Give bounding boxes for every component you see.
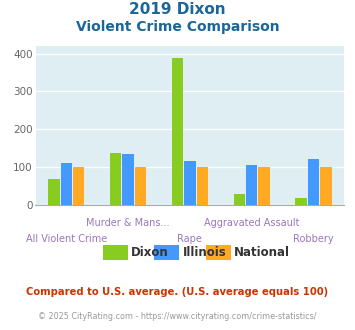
Bar [258,167,270,205]
Text: © 2025 CityRating.com - https://www.cityrating.com/crime-statistics/: © 2025 CityRating.com - https://www.city… [38,312,317,321]
Text: Violent Crime Comparison: Violent Crime Comparison [76,20,279,34]
Bar [320,167,332,205]
Text: Rape: Rape [178,234,202,244]
Bar [172,57,183,205]
Text: Compared to U.S. average. (U.S. average equals 100): Compared to U.S. average. (U.S. average … [26,287,329,297]
Bar [246,165,257,205]
Bar [295,198,307,205]
Bar [73,167,84,205]
Text: Illinois: Illinois [183,246,226,259]
Bar [110,153,121,205]
Text: 2019 Dixon: 2019 Dixon [129,2,226,16]
Bar [308,159,319,205]
Text: Aggravated Assault: Aggravated Assault [204,218,300,228]
Text: Robbery: Robbery [293,234,334,244]
Bar [61,163,72,205]
Bar [122,154,134,205]
Text: National: National [234,246,290,259]
Bar [135,167,146,205]
Bar [184,161,196,205]
Bar [197,167,208,205]
Bar [48,179,60,205]
Text: Dixon: Dixon [131,246,169,259]
Bar [234,194,245,205]
Text: All Violent Crime: All Violent Crime [26,234,107,244]
Text: Murder & Mans...: Murder & Mans... [86,218,170,228]
